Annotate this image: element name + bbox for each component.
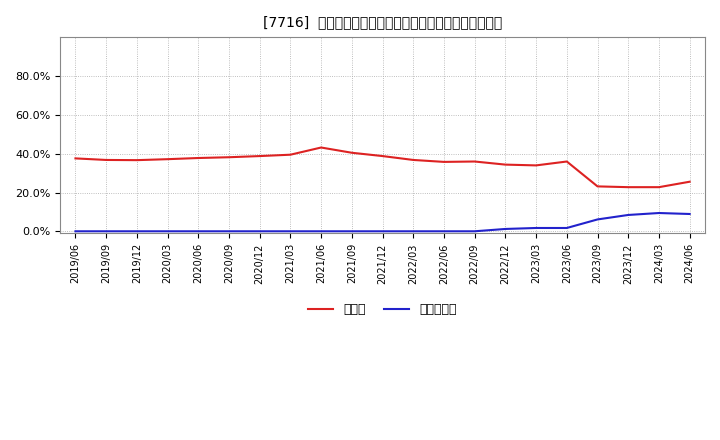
現頃金 (440, 159, 449, 165)
現頃金 (256, 154, 264, 159)
有利子負債 (378, 229, 387, 234)
現頃金 (286, 152, 294, 158)
有利子負債 (409, 229, 418, 234)
有利子負債 (593, 217, 602, 222)
現頃金 (562, 159, 571, 164)
現頃金 (163, 157, 172, 162)
Title: [7716]  現頃金、有利子負債の総資産に対する比率の推移: [7716] 現頃金、有利子負債の総資産に対する比率の推移 (263, 15, 502, 29)
有利子負債 (256, 229, 264, 234)
現頃金 (194, 155, 202, 161)
有利子負債 (440, 229, 449, 234)
有利子負債 (624, 213, 633, 218)
現頃金 (470, 159, 479, 164)
有利子負債 (286, 229, 294, 234)
有利子負債 (225, 229, 233, 234)
有利子負債 (163, 229, 172, 234)
Line: 現頃金: 現頃金 (76, 147, 690, 187)
現頃金 (593, 184, 602, 189)
有利子負債 (348, 229, 356, 234)
有利子負債 (71, 229, 80, 234)
現頃金 (654, 184, 663, 190)
有利子負債 (194, 229, 202, 234)
有利子負債 (102, 229, 110, 234)
有利子負債 (470, 229, 479, 234)
有利子負債 (501, 226, 510, 231)
現頃金 (317, 145, 325, 150)
有利子負債 (562, 225, 571, 231)
有利子負債 (532, 225, 541, 231)
現頃金 (132, 158, 141, 163)
Line: 有利子負債: 有利子負債 (76, 213, 690, 231)
現頃金 (501, 162, 510, 167)
現頃金 (685, 179, 694, 184)
現頃金 (71, 156, 80, 161)
現頃金 (225, 154, 233, 160)
現頃金 (409, 158, 418, 163)
現頃金 (532, 163, 541, 168)
現頃金 (624, 184, 633, 190)
現頃金 (348, 150, 356, 155)
有利子負債 (317, 229, 325, 234)
現頃金 (102, 158, 110, 163)
有利子負債 (685, 211, 694, 216)
現頃金 (378, 154, 387, 159)
有利子負債 (132, 229, 141, 234)
Legend: 現頃金, 有利子負債: 現頃金, 有利子負債 (303, 298, 462, 321)
有利子負債 (654, 210, 663, 216)
